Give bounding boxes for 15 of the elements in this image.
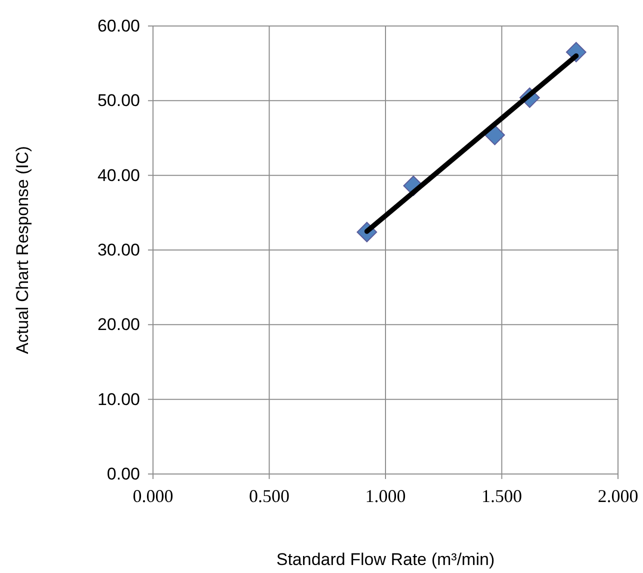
x-tick-label: 0.000 xyxy=(132,486,174,506)
point xyxy=(484,124,505,146)
x-tick-label: 0.500 xyxy=(249,486,290,506)
x-axis-title: Standard Flow Rate (m³/min) xyxy=(276,550,495,569)
y-tick-label: 30.00 xyxy=(97,240,140,260)
y-tick-label: 20.00 xyxy=(97,315,140,334)
y-axis-title: Actual Chart Response (IC) xyxy=(13,146,32,354)
x-tick-label: 2.000 xyxy=(598,486,638,506)
y-tick-label: 40.00 xyxy=(97,166,140,185)
x-tick-label: 1.500 xyxy=(482,486,522,506)
y-tick-label: 50.00 xyxy=(97,91,140,110)
x-tick-label: 1.000 xyxy=(365,486,406,506)
y-tick-label: 10.00 xyxy=(97,390,140,409)
y-tick-label: 0.00 xyxy=(106,464,140,484)
y-tick-label: 60.00 xyxy=(97,16,140,36)
